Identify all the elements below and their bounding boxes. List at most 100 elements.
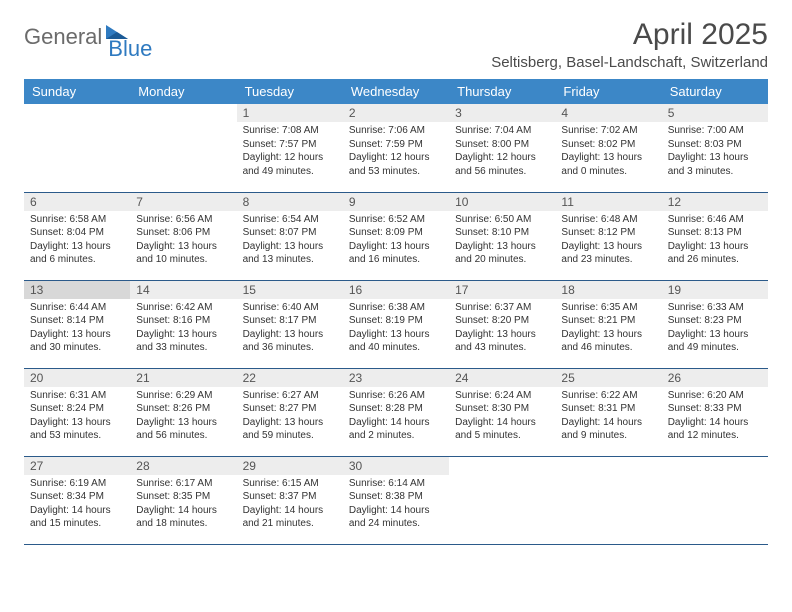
calendar-cell: 17Sunrise: 6:37 AMSunset: 8:20 PMDayligh… — [449, 280, 555, 368]
daylight-text: Daylight: 14 hours and 24 minutes. — [349, 504, 443, 531]
day-details: Sunrise: 6:58 AMSunset: 8:04 PMDaylight:… — [24, 211, 130, 271]
day-details: Sunrise: 6:35 AMSunset: 8:21 PMDaylight:… — [555, 299, 661, 359]
calendar-cell: 25Sunrise: 6:22 AMSunset: 8:31 PMDayligh… — [555, 368, 661, 456]
calendar-cell: 24Sunrise: 6:24 AMSunset: 8:30 PMDayligh… — [449, 368, 555, 456]
sunset-text: Sunset: 8:27 PM — [243, 402, 337, 416]
logo-text-general: General — [24, 24, 102, 50]
calendar-cell: 4Sunrise: 7:02 AMSunset: 8:02 PMDaylight… — [555, 104, 661, 192]
sunset-text: Sunset: 8:23 PM — [668, 314, 762, 328]
day-details: Sunrise: 6:48 AMSunset: 8:12 PMDaylight:… — [555, 211, 661, 271]
day-details: Sunrise: 6:56 AMSunset: 8:06 PMDaylight:… — [130, 211, 236, 271]
day-details: Sunrise: 6:17 AMSunset: 8:35 PMDaylight:… — [130, 475, 236, 535]
daylight-text: Daylight: 14 hours and 21 minutes. — [243, 504, 337, 531]
day-number: 26 — [662, 369, 768, 387]
sunrise-text: Sunrise: 7:06 AM — [349, 124, 443, 138]
calendar-cell: 19Sunrise: 6:33 AMSunset: 8:23 PMDayligh… — [662, 280, 768, 368]
sunrise-text: Sunrise: 6:52 AM — [349, 213, 443, 227]
calendar-cell: 26Sunrise: 6:20 AMSunset: 8:33 PMDayligh… — [662, 368, 768, 456]
sunset-text: Sunset: 8:34 PM — [30, 490, 124, 504]
day-details: Sunrise: 6:52 AMSunset: 8:09 PMDaylight:… — [343, 211, 449, 271]
sunset-text: Sunset: 8:16 PM — [136, 314, 230, 328]
calendar-cell: 10Sunrise: 6:50 AMSunset: 8:10 PMDayligh… — [449, 192, 555, 280]
calendar-cell: 9Sunrise: 6:52 AMSunset: 8:09 PMDaylight… — [343, 192, 449, 280]
day-details: Sunrise: 6:42 AMSunset: 8:16 PMDaylight:… — [130, 299, 236, 359]
day-number: 7 — [130, 193, 236, 211]
location-subtitle: Seltisberg, Basel-Landschaft, Switzerlan… — [491, 54, 768, 71]
day-details: Sunrise: 6:27 AMSunset: 8:27 PMDaylight:… — [237, 387, 343, 447]
daylight-text: Daylight: 14 hours and 18 minutes. — [136, 504, 230, 531]
sunrise-text: Sunrise: 6:14 AM — [349, 477, 443, 491]
sunrise-text: Sunrise: 6:19 AM — [30, 477, 124, 491]
sunrise-text: Sunrise: 6:58 AM — [30, 213, 124, 227]
sunset-text: Sunset: 8:38 PM — [349, 490, 443, 504]
calendar-cell — [449, 456, 555, 544]
daylight-text: Daylight: 13 hours and 40 minutes. — [349, 328, 443, 355]
sunset-text: Sunset: 8:28 PM — [349, 402, 443, 416]
daylight-text: Daylight: 13 hours and 56 minutes. — [136, 416, 230, 443]
day-details: Sunrise: 6:46 AMSunset: 8:13 PMDaylight:… — [662, 211, 768, 271]
sunrise-text: Sunrise: 6:50 AM — [455, 213, 549, 227]
day-details: Sunrise: 6:37 AMSunset: 8:20 PMDaylight:… — [449, 299, 555, 359]
calendar-cell: 23Sunrise: 6:26 AMSunset: 8:28 PMDayligh… — [343, 368, 449, 456]
day-number: 30 — [343, 457, 449, 475]
sunset-text: Sunset: 8:06 PM — [136, 226, 230, 240]
day-number: 27 — [24, 457, 130, 475]
sunset-text: Sunset: 8:14 PM — [30, 314, 124, 328]
sunset-text: Sunset: 8:17 PM — [243, 314, 337, 328]
day-number: 2 — [343, 104, 449, 122]
calendar-header-row: SundayMondayTuesdayWednesdayThursdayFrid… — [24, 79, 768, 104]
day-details: Sunrise: 6:38 AMSunset: 8:19 PMDaylight:… — [343, 299, 449, 359]
weekday-header: Thursday — [449, 79, 555, 104]
sunset-text: Sunset: 8:26 PM — [136, 402, 230, 416]
sunrise-text: Sunrise: 6:20 AM — [668, 389, 762, 403]
daylight-text: Daylight: 12 hours and 56 minutes. — [455, 151, 549, 178]
sunrise-text: Sunrise: 6:24 AM — [455, 389, 549, 403]
daylight-text: Daylight: 12 hours and 53 minutes. — [349, 151, 443, 178]
daylight-text: Daylight: 13 hours and 6 minutes. — [30, 240, 124, 267]
weekday-header: Friday — [555, 79, 661, 104]
day-number: 12 — [662, 193, 768, 211]
day-details: Sunrise: 6:54 AMSunset: 8:07 PMDaylight:… — [237, 211, 343, 271]
day-details: Sunrise: 6:44 AMSunset: 8:14 PMDaylight:… — [24, 299, 130, 359]
sunset-text: Sunset: 8:24 PM — [30, 402, 124, 416]
calendar-cell — [130, 104, 236, 192]
day-number: 25 — [555, 369, 661, 387]
sunset-text: Sunset: 8:13 PM — [668, 226, 762, 240]
daylight-text: Daylight: 13 hours and 26 minutes. — [668, 240, 762, 267]
sunrise-text: Sunrise: 6:38 AM — [349, 301, 443, 315]
daylight-text: Daylight: 13 hours and 16 minutes. — [349, 240, 443, 267]
sunrise-text: Sunrise: 6:46 AM — [668, 213, 762, 227]
day-number: 20 — [24, 369, 130, 387]
day-details: Sunrise: 6:33 AMSunset: 8:23 PMDaylight:… — [662, 299, 768, 359]
day-number: 10 — [449, 193, 555, 211]
sunset-text: Sunset: 8:04 PM — [30, 226, 124, 240]
calendar-body: 1Sunrise: 7:08 AMSunset: 7:57 PMDaylight… — [24, 104, 768, 544]
day-details: Sunrise: 6:19 AMSunset: 8:34 PMDaylight:… — [24, 475, 130, 535]
calendar-cell: 11Sunrise: 6:48 AMSunset: 8:12 PMDayligh… — [555, 192, 661, 280]
weekday-header: Sunday — [24, 79, 130, 104]
calendar-cell: 7Sunrise: 6:56 AMSunset: 8:06 PMDaylight… — [130, 192, 236, 280]
day-number: 13 — [24, 281, 130, 299]
daylight-text: Daylight: 14 hours and 12 minutes. — [668, 416, 762, 443]
sunset-text: Sunset: 8:07 PM — [243, 226, 337, 240]
day-number: 5 — [662, 104, 768, 122]
sunrise-text: Sunrise: 6:37 AM — [455, 301, 549, 315]
daylight-text: Daylight: 13 hours and 33 minutes. — [136, 328, 230, 355]
day-number: 22 — [237, 369, 343, 387]
day-number: 4 — [555, 104, 661, 122]
calendar-cell: 8Sunrise: 6:54 AMSunset: 8:07 PMDaylight… — [237, 192, 343, 280]
day-details: Sunrise: 7:00 AMSunset: 8:03 PMDaylight:… — [662, 122, 768, 182]
sunrise-text: Sunrise: 6:29 AM — [136, 389, 230, 403]
calendar-cell: 20Sunrise: 6:31 AMSunset: 8:24 PMDayligh… — [24, 368, 130, 456]
day-details: Sunrise: 6:20 AMSunset: 8:33 PMDaylight:… — [662, 387, 768, 447]
calendar-cell: 21Sunrise: 6:29 AMSunset: 8:26 PMDayligh… — [130, 368, 236, 456]
day-details: Sunrise: 7:08 AMSunset: 7:57 PMDaylight:… — [237, 122, 343, 182]
daylight-text: Daylight: 13 hours and 3 minutes. — [668, 151, 762, 178]
calendar-cell: 1Sunrise: 7:08 AMSunset: 7:57 PMDaylight… — [237, 104, 343, 192]
sunrise-text: Sunrise: 7:04 AM — [455, 124, 549, 138]
daylight-text: Daylight: 13 hours and 49 minutes. — [668, 328, 762, 355]
calendar-cell: 30 Sunrise: 6:14 AMSunset: 8:38 PMDayligh… — [343, 456, 449, 544]
day-details: Sunrise: 6:24 AMSunset: 8:30 PMDaylight:… — [449, 387, 555, 447]
calendar-cell: 14Sunrise: 6:42 AMSunset: 8:16 PMDayligh… — [130, 280, 236, 368]
sunrise-text: Sunrise: 6:27 AM — [243, 389, 337, 403]
